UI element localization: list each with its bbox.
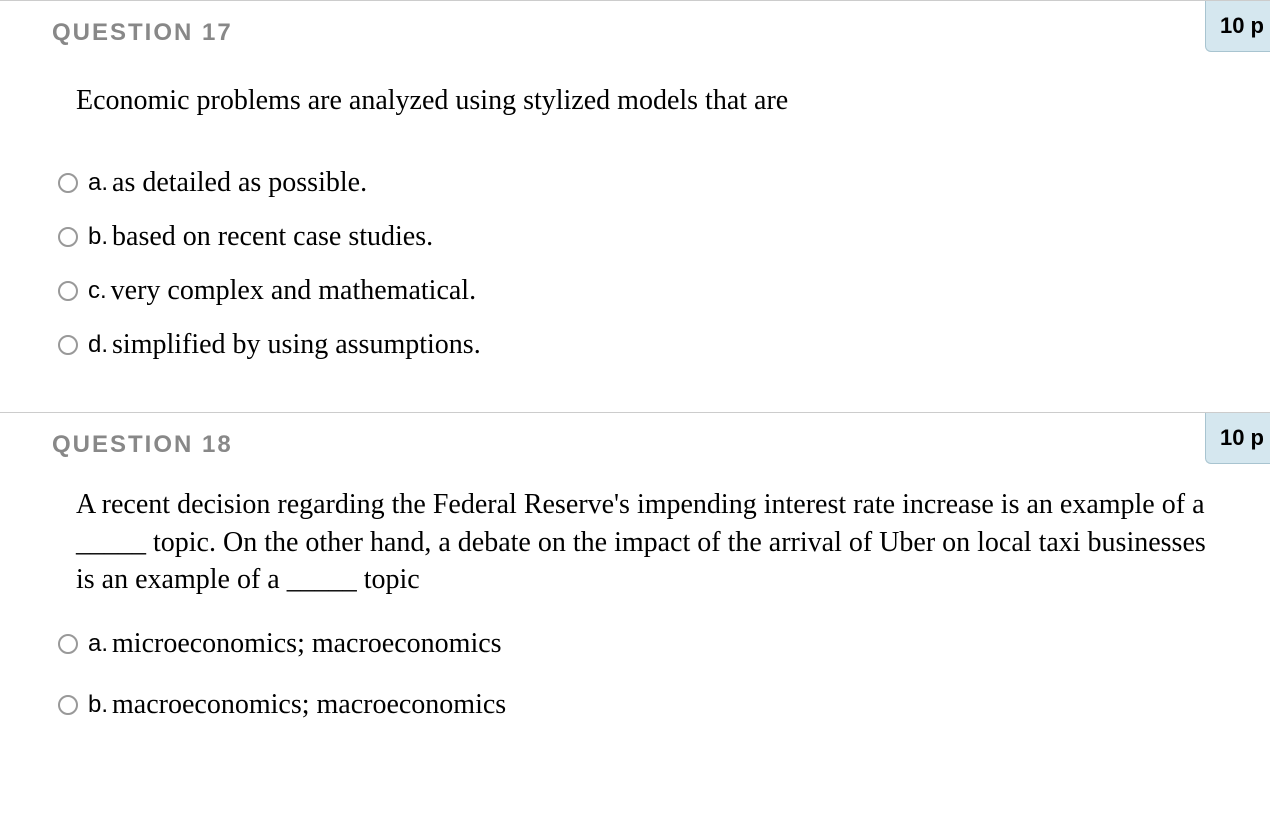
option-b[interactable]: b. macroeconomics; macroeconomics — [58, 671, 1270, 732]
question-18-block: QUESTION 18 10 p A recent decision regar… — [0, 412, 1270, 732]
option-letter: a. — [88, 630, 108, 658]
option-text: very complex and mathematical. — [111, 275, 476, 307]
radio-icon[interactable] — [58, 335, 78, 355]
question-header: QUESTION 17 10 p — [0, 1, 1270, 52]
points-badge: 10 p — [1205, 1, 1270, 52]
question-text: A recent decision regarding the Federal … — [0, 464, 1270, 617]
question-17-block: QUESTION 17 10 p Economic problems are a… — [0, 0, 1270, 412]
option-a[interactable]: a. as detailed as possible. — [58, 156, 1270, 210]
option-text: microeconomics; macroeconomics — [112, 628, 502, 660]
option-letter: d. — [88, 331, 108, 359]
question-label: QUESTION 17 — [52, 19, 233, 47]
option-text: based on recent case studies. — [112, 221, 433, 253]
points-badge: 10 p — [1205, 413, 1270, 464]
option-letter: b. — [88, 223, 108, 251]
radio-icon[interactable] — [58, 634, 78, 654]
option-letter: b. — [88, 691, 108, 719]
option-d[interactable]: d. simplified by using assumptions. — [58, 318, 1270, 372]
options-list: a. microeconomics; macroeconomics b. mac… — [0, 617, 1270, 732]
question-header: QUESTION 18 10 p — [0, 413, 1270, 464]
radio-icon[interactable] — [58, 173, 78, 193]
option-letter: c. — [88, 277, 107, 305]
radio-icon[interactable] — [58, 227, 78, 247]
option-text: as detailed as possible. — [112, 167, 367, 199]
option-text: macroeconomics; macroeconomics — [112, 689, 506, 721]
radio-icon[interactable] — [58, 695, 78, 715]
question-label: QUESTION 18 — [52, 431, 233, 459]
options-list: a. as detailed as possible. b. based on … — [0, 156, 1270, 412]
option-a[interactable]: a. microeconomics; macroeconomics — [58, 617, 1270, 671]
option-b[interactable]: b. based on recent case studies. — [58, 210, 1270, 264]
radio-icon[interactable] — [58, 281, 78, 301]
option-c[interactable]: c. very complex and mathematical. — [58, 264, 1270, 318]
option-text: simplified by using assumptions. — [112, 329, 481, 361]
option-letter: a. — [88, 169, 108, 197]
question-text: Economic problems are analyzed using sty… — [0, 52, 1270, 156]
